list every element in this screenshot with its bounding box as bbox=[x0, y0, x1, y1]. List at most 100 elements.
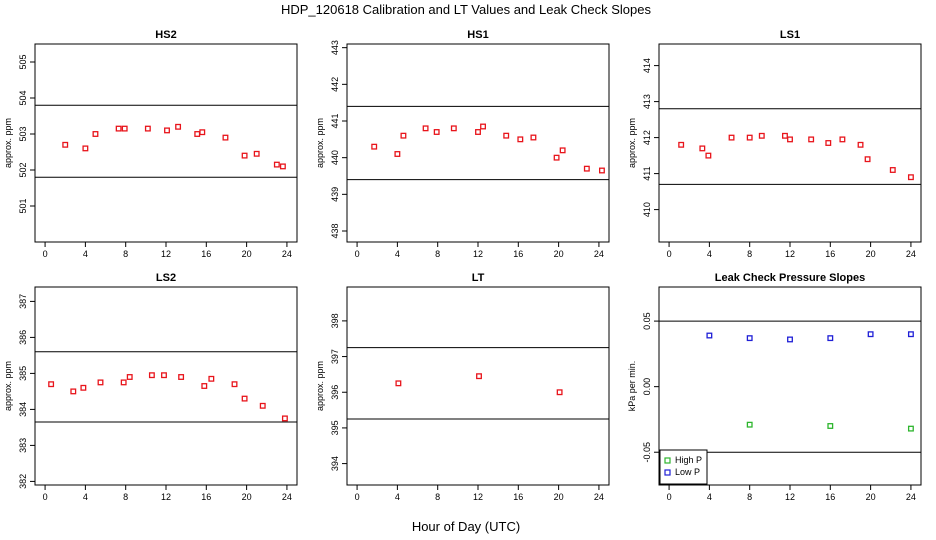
data-point bbox=[281, 415, 288, 422]
data-point bbox=[70, 388, 77, 395]
data-point bbox=[82, 145, 89, 152]
data-point bbox=[175, 123, 182, 130]
y-tick-label: 394 bbox=[330, 456, 340, 471]
x-tick-label: 8 bbox=[747, 492, 752, 502]
y-axis-label: approx. ppm bbox=[3, 118, 13, 168]
x-tick-label: 12 bbox=[161, 249, 171, 259]
y-tick-label: 505 bbox=[18, 54, 28, 69]
data-point bbox=[475, 129, 481, 135]
y-tick-label: 397 bbox=[330, 349, 340, 364]
chart-panel-5: LT approx. ppm 0 4 8 12 16 20 24 394 395 396 397 398 bbox=[315, 272, 610, 502]
x-tick-label: 16 bbox=[825, 492, 835, 502]
x-tick-label: 24 bbox=[906, 492, 916, 502]
panel-title: LS1 bbox=[780, 29, 800, 41]
y-tick-label: 440 bbox=[330, 150, 340, 165]
x-tick-label: 0 bbox=[667, 249, 672, 259]
data-point bbox=[178, 374, 185, 380]
data-point bbox=[241, 152, 248, 159]
data-point bbox=[517, 136, 524, 143]
data-point bbox=[273, 161, 280, 168]
y-axis-label: approx. ppm bbox=[315, 361, 325, 411]
data-point bbox=[864, 156, 871, 163]
x-tick-label: 4 bbox=[707, 492, 712, 502]
panel-title: HS1 bbox=[467, 29, 488, 41]
data-point bbox=[394, 151, 401, 157]
low-p-point bbox=[787, 336, 793, 343]
data-point bbox=[80, 384, 87, 391]
x-tick-label: 4 bbox=[707, 249, 712, 259]
plot-frame bbox=[34, 286, 298, 486]
x-axis-label: Hour of Day (UTC) bbox=[412, 519, 520, 534]
data-point bbox=[199, 129, 206, 136]
data-point bbox=[222, 134, 229, 141]
legend-label: High P bbox=[675, 455, 702, 465]
panel-title: LT bbox=[472, 272, 485, 284]
y-tick-label: 0.05 bbox=[642, 312, 652, 330]
x-tick-label: 16 bbox=[201, 249, 211, 259]
data-point bbox=[450, 125, 457, 132]
chart-panel-2: HS1 approx. ppm 0 4 8 12 16 20 24 438 439 440 441 442… bbox=[315, 29, 610, 259]
low-p-point bbox=[907, 331, 914, 338]
x-tick-label: 8 bbox=[747, 249, 752, 259]
y-axis-label: approx. ppm bbox=[315, 118, 325, 168]
data-point bbox=[556, 389, 563, 396]
low-p-point bbox=[746, 335, 753, 342]
data-point bbox=[699, 145, 706, 152]
data-point bbox=[92, 131, 99, 137]
x-tick-label: 12 bbox=[161, 492, 171, 502]
data-point bbox=[201, 383, 208, 389]
y-tick-label: 443 bbox=[330, 40, 340, 55]
y-tick-label: 413 bbox=[642, 94, 652, 109]
data-point bbox=[48, 381, 55, 388]
y-tick-label: 396 bbox=[330, 385, 340, 400]
x-tick-label: 24 bbox=[594, 492, 604, 502]
legend-marker bbox=[664, 469, 671, 476]
data-point bbox=[598, 167, 605, 174]
x-tick-label: 0 bbox=[667, 492, 672, 502]
x-tick-label: 8 bbox=[123, 249, 128, 259]
data-point bbox=[787, 136, 793, 143]
y-tick-label: 412 bbox=[642, 130, 652, 145]
data-point bbox=[705, 152, 712, 159]
low-p-point bbox=[827, 335, 834, 342]
chart-panel-3: LS1 approx. ppm 0 4 8 12 16 20 24 410 411 412 413 414 bbox=[627, 29, 922, 259]
data-point bbox=[728, 134, 735, 141]
data-point bbox=[121, 125, 128, 132]
panel-title: LS2 bbox=[156, 272, 176, 284]
x-tick-label: 4 bbox=[83, 492, 88, 502]
data-point bbox=[208, 375, 215, 382]
data-point bbox=[371, 143, 378, 150]
legend-box bbox=[659, 449, 708, 485]
x-tick-label: 4 bbox=[395, 492, 400, 502]
x-tick-label: 20 bbox=[554, 249, 564, 259]
x-tick-label: 12 bbox=[473, 249, 483, 259]
data-point bbox=[62, 141, 69, 148]
y-tick-label: 501 bbox=[18, 198, 28, 213]
x-tick-label: 24 bbox=[594, 249, 604, 259]
y-tick-label: 502 bbox=[18, 162, 28, 177]
data-point bbox=[559, 147, 566, 154]
x-tick-label: 16 bbox=[825, 249, 835, 259]
data-point bbox=[279, 163, 286, 170]
x-tick-label: 16 bbox=[201, 492, 211, 502]
data-point bbox=[231, 381, 238, 388]
data-point bbox=[422, 125, 429, 132]
x-tick-label: 24 bbox=[906, 249, 916, 259]
data-point bbox=[253, 150, 260, 157]
plot-frame bbox=[34, 43, 298, 243]
data-point bbox=[839, 136, 846, 143]
y-tick-label: 0.00 bbox=[642, 378, 652, 396]
data-point bbox=[164, 127, 170, 134]
y-tick-label: 395 bbox=[330, 420, 340, 435]
x-tick-label: 20 bbox=[866, 492, 876, 502]
data-point bbox=[758, 132, 765, 139]
y-tick-label: 386 bbox=[18, 330, 28, 345]
data-point bbox=[241, 395, 248, 402]
x-tick-label: 0 bbox=[43, 249, 48, 259]
data-point bbox=[259, 402, 266, 409]
low-p-point bbox=[706, 332, 713, 339]
data-point bbox=[120, 379, 127, 386]
chart-panel-1: HS2 approx. ppm 0 4 8 12 16 20 24 501 502 503 504 505 bbox=[3, 29, 298, 259]
x-tick-label: 16 bbox=[513, 492, 523, 502]
data-point bbox=[480, 123, 486, 130]
